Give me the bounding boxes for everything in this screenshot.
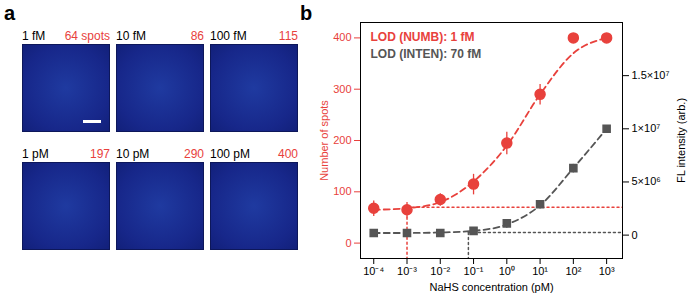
svg-text:NaHS concentration (pM): NaHS concentration (pM) — [429, 281, 553, 293]
svg-text:10⁻¹: 10⁻¹ — [464, 265, 484, 277]
svg-text:LOD (NUMB): 1 fM: LOD (NUMB): 1 fM — [371, 30, 475, 44]
svg-text:1.5×10⁷: 1.5×10⁷ — [632, 69, 670, 81]
svg-text:5×10⁶: 5×10⁶ — [632, 175, 661, 187]
html-text:b: b — [300, 2, 313, 24]
svg-text:10⁰: 10⁰ — [499, 265, 515, 277]
html-text:a: a — [4, 2, 16, 24]
svg-text:0: 0 — [632, 229, 638, 241]
svg-text:200: 200 — [333, 134, 351, 146]
html-text:400: 400 — [278, 147, 298, 161]
svg-text:LOD (INTEN): 70 fM: LOD (INTEN): 70 fM — [371, 47, 482, 61]
svg-text:10³: 10³ — [599, 265, 615, 277]
svg-text:300: 300 — [333, 83, 351, 95]
html-text:10 fM: 10 fM — [116, 29, 146, 43]
svg-text:10⁻²: 10⁻² — [430, 265, 450, 277]
svg-text:10⁻⁴: 10⁻⁴ — [363, 265, 384, 277]
html-text:290: 290 — [184, 147, 204, 161]
svg-text:400: 400 — [333, 31, 351, 43]
html-text:1 pM: 1 pM — [22, 147, 49, 161]
svg-text:10⁻³: 10⁻³ — [397, 265, 417, 277]
svg-text:Number of spots: Number of spots — [318, 100, 330, 181]
svg-text:0: 0 — [345, 237, 351, 249]
svg-text:10¹: 10¹ — [532, 265, 548, 277]
html-text:10 pM: 10 pM — [116, 147, 150, 161]
html-text:64 spots: 64 spots — [64, 29, 110, 43]
svg-text:1×10⁷: 1×10⁷ — [632, 122, 661, 134]
html-text:86: 86 — [190, 29, 204, 43]
html-text:100 pM: 100 pM — [210, 147, 250, 161]
html-text:1 fM: 1 fM — [22, 29, 46, 43]
svg-text:10²: 10² — [565, 265, 581, 277]
svg-text:100: 100 — [333, 185, 351, 197]
html-text:115: 115 — [278, 29, 298, 43]
html-text:100 fM: 100 fM — [210, 29, 247, 43]
html-text:197: 197 — [90, 147, 110, 161]
svg-text:FL intensity (arb.): FL intensity (arb.) — [675, 98, 687, 183]
